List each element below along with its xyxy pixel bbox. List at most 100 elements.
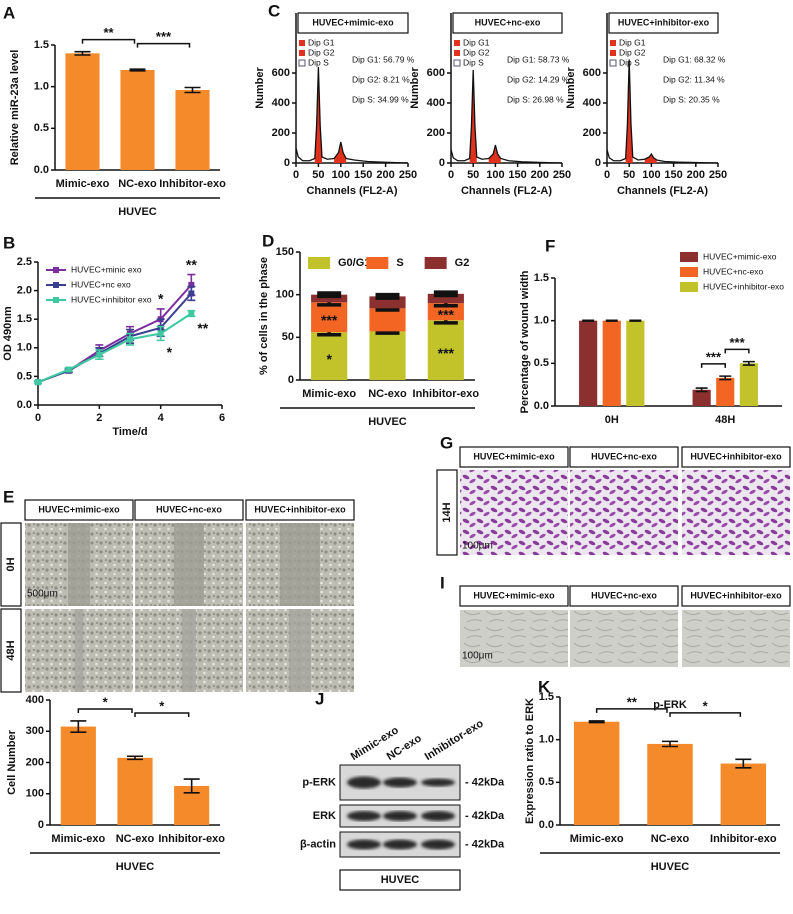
legend-swatch	[299, 40, 305, 46]
significance-label: **	[103, 25, 114, 40]
blot-band	[383, 839, 417, 850]
bar	[120, 70, 155, 170]
y-tick-label: 0	[595, 157, 601, 169]
marker	[157, 330, 164, 337]
x-axis-label: Time/d	[112, 426, 147, 438]
legend-swatch	[299, 50, 305, 56]
size-label: - 42kDa	[465, 838, 505, 850]
x-tick-label: 200	[376, 169, 394, 181]
significance-bracket	[81, 38, 136, 44]
y-tick-label: 200	[272, 127, 290, 139]
significance-label: ***	[156, 29, 172, 44]
y-tick-label: 100	[276, 289, 294, 301]
y-tick-label: 1.5	[34, 39, 49, 51]
bar	[716, 377, 735, 406]
row-label: β-actin	[300, 838, 336, 850]
y-tick-label: 150	[276, 246, 294, 258]
legend-marker	[53, 282, 59, 288]
legend-swatch	[680, 282, 698, 292]
group-label: HUVEC	[381, 874, 420, 886]
marker	[96, 351, 103, 358]
y-tick-label: 1.5	[534, 272, 549, 284]
y-tick-label: 2.0	[17, 285, 32, 297]
x-tick-label: Mimic-exo	[56, 178, 110, 190]
bar-segment	[369, 331, 406, 380]
y-axis-label: Number	[409, 67, 421, 109]
error-bar	[582, 319, 595, 322]
legend-swatch	[680, 252, 698, 262]
y-tick-label: 400	[583, 97, 601, 109]
panel-letter: K	[538, 677, 551, 696]
title-box	[297, 12, 409, 34]
group-label: HUVEC	[118, 206, 157, 218]
column-header: HUVEC+inhibitor-exo	[690, 590, 782, 600]
histogram-line	[606, 59, 719, 164]
marker	[35, 379, 41, 386]
header-box	[681, 446, 791, 468]
significance-bracket	[595, 708, 668, 713]
significance-bracket	[669, 712, 742, 717]
significance-label: ***	[706, 349, 722, 364]
significance-bracket	[77, 708, 133, 713]
error-bar	[183, 778, 200, 794]
y-axis-label: Percentage of wound width	[519, 270, 531, 413]
bar	[117, 757, 153, 825]
bar	[692, 389, 711, 406]
chart-title: HUVEC+nc-exo	[475, 17, 541, 27]
blot-band	[347, 811, 381, 821]
bar	[175, 90, 210, 170]
y-tick-label: 200	[427, 127, 445, 139]
error-bar	[629, 319, 642, 322]
series-line	[37, 312, 192, 384]
x-tick-label: 2	[96, 412, 102, 424]
error-bar	[433, 290, 458, 298]
x-tick-label: 150	[354, 169, 372, 181]
marker	[188, 281, 195, 288]
title-box	[452, 12, 563, 34]
y-tick-label: 1.5	[17, 313, 32, 325]
x-tick-label: 0H	[605, 414, 619, 426]
row-label: p-ERK	[302, 776, 336, 788]
stat-label: Dip G1: 58.73 %	[507, 54, 570, 64]
y-tick-label: 0.0	[34, 164, 49, 176]
significance-label: *	[103, 694, 109, 709]
x-tick-label: 0	[35, 412, 41, 424]
legend-label: Dip G1	[308, 37, 335, 47]
wound-gap	[68, 523, 90, 606]
blot-band	[383, 811, 417, 821]
peak-fill	[469, 70, 477, 163]
header-box	[459, 446, 569, 468]
histogram-line	[295, 66, 409, 164]
legend-label: S	[396, 257, 403, 269]
y-axis-label: Relative miR-23a level	[9, 50, 21, 166]
chart-title: HUVEC+mimic-exo	[312, 17, 394, 27]
row-label: 14H	[441, 502, 453, 522]
row-label-box	[0, 522, 22, 607]
y-axis-label: Cell Number	[6, 729, 18, 795]
legend-swatch	[610, 50, 616, 56]
bar-segment	[311, 294, 348, 303]
header-box	[459, 585, 569, 607]
stat-label: Dip S: 20.35 %	[663, 94, 720, 104]
y-tick-label: 1.0	[534, 315, 549, 327]
error-bar	[127, 755, 143, 761]
legend-label: Dip G2	[463, 47, 490, 57]
legend-swatch	[453, 59, 461, 67]
stat-label: Dip G2: 11.34 %	[663, 74, 725, 84]
legend-swatch	[610, 40, 616, 46]
error-bar	[317, 291, 342, 299]
legend-swatch	[298, 59, 306, 67]
row-label: ERK	[313, 810, 336, 822]
error-bar	[742, 360, 755, 366]
x-tick-label: 50	[623, 169, 635, 181]
y-tick-label: 600	[427, 67, 445, 79]
marker	[188, 290, 195, 297]
y-tick-label: 0	[38, 819, 44, 831]
error-bar	[719, 375, 732, 381]
y-axis-label: % of cells in the phase	[258, 257, 270, 375]
bar-segment	[369, 308, 406, 332]
x-axis-label: Channels (FL2-A)	[306, 185, 397, 197]
x-tick-label: 150	[508, 169, 526, 181]
x-tick-label: 250	[553, 169, 571, 181]
significance-label: ***	[438, 345, 455, 361]
